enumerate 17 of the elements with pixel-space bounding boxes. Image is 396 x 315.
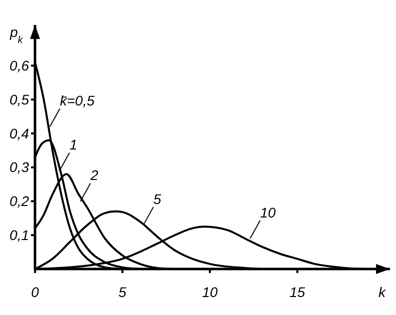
x-tick-label: 10: [202, 284, 218, 300]
annotation: k̄=0,5: [60, 92, 95, 109]
y-tick-label: 0,6: [10, 58, 30, 74]
x-axis-title: k: [378, 284, 386, 300]
x-tick-label: 0: [31, 284, 40, 300]
x-tick-label: 5: [118, 284, 127, 300]
y-tick-label: 0,1: [10, 227, 29, 244]
x-tick-label: 15: [290, 284, 306, 300]
y-tick-label: 0,5: [10, 91, 30, 108]
annotation: 10: [260, 204, 276, 220]
annotation: 5: [153, 190, 162, 207]
annotation: 1: [69, 136, 78, 153]
y-tick-label: 0,3: [10, 159, 30, 176]
annotation: 2: [89, 167, 98, 184]
y-tick-label: 0,2: [10, 193, 30, 210]
y-tick-label: 0,4: [10, 125, 30, 142]
y-axis-title: p$_{k}$: [9, 24, 24, 46]
